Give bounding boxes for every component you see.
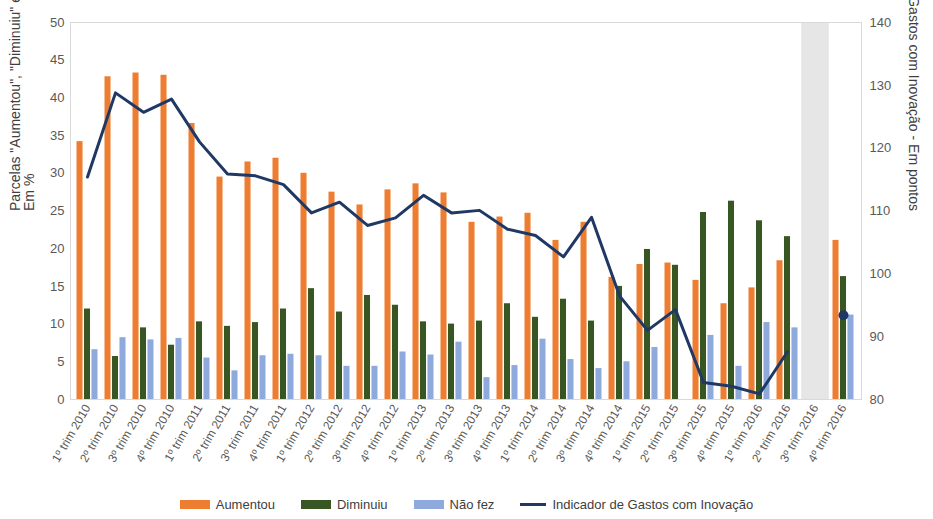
svg-text:3º trim 2013: 3º trim 2013 — [441, 401, 486, 465]
svg-text:2º trim 2011: 2º trim 2011 — [189, 401, 234, 464]
svg-text:130: 130 — [870, 77, 892, 92]
html-text:Aumentou: Aumentou — [215, 496, 275, 512]
svg-text:Indicador de Gastos com Inovaç: Indicador de Gastos com Inovação - Em po… — [906, 0, 922, 211]
svg-text:1º trim 2014: 1º trim 2014 — [497, 401, 542, 465]
svg-text:4º trim 2014: 4º trim 2014 — [581, 401, 626, 465]
svg-text:Parcelas "Aumentou", "Diminuiu: Parcelas "Aumentou", "Diminuiu" e "Não f… — [7, 0, 37, 211]
svg-text:3º trim 2015: 3º trim 2015 — [665, 401, 710, 465]
svg-text:20: 20 — [50, 241, 64, 256]
svg-text:2º trim 2014: 2º trim 2014 — [525, 401, 570, 465]
svg-text:1º trim 2011: 1º trim 2011 — [161, 401, 206, 464]
svg-text:140: 140 — [870, 15, 892, 30]
svg-text:4º trim 2011: 4º trim 2011 — [245, 401, 290, 464]
svg-text:15: 15 — [50, 279, 64, 294]
svg-text:4º trim 2013: 4º trim 2013 — [469, 401, 514, 465]
svg-text:2º trim 2010: 2º trim 2010 — [77, 401, 122, 465]
svg-text:3º trim 2010: 3º trim 2010 — [105, 401, 150, 465]
svg-text:2º trim 2015: 2º trim 2015 — [637, 401, 682, 465]
svg-text:3º trim 2014: 3º trim 2014 — [553, 401, 598, 465]
svg-text:3º trim 2016: 3º trim 2016 — [777, 401, 822, 465]
svg-text:2º trim 2016: 2º trim 2016 — [749, 401, 794, 465]
svg-text:4º trim 2016: 4º trim 2016 — [805, 402, 849, 465]
svg-text:1º trim 2016: 1º trim 2016 — [721, 401, 766, 465]
svg-text:5: 5 — [57, 354, 64, 369]
svg-text:120: 120 — [870, 140, 892, 155]
svg-text:25: 25 — [50, 203, 64, 218]
svg-text:3º trim 2011: 3º trim 2011 — [217, 401, 262, 464]
svg-text:1º trim 2015: 1º trim 2015 — [609, 401, 654, 465]
svg-text:80: 80 — [870, 392, 884, 407]
svg-text:50: 50 — [50, 15, 64, 30]
svg-text:1º trim 2010: 1º trim 2010 — [49, 401, 94, 465]
svg-text:30: 30 — [50, 165, 64, 180]
svg-text:100: 100 — [870, 266, 892, 281]
svg-text:1º trim 2013: 1º trim 2013 — [385, 401, 430, 465]
svg-text:10: 10 — [50, 316, 64, 331]
svg-text:0: 0 — [57, 392, 64, 407]
svg-text:110: 110 — [870, 203, 891, 218]
html-text:Indicador de Gastos com Inovaç: Indicador de Gastos com Inovação — [552, 496, 754, 512]
svg-text:2º trim 2012: 2º trim 2012 — [301, 401, 346, 465]
svg-text:4º trim 2015: 4º trim 2015 — [693, 401, 738, 465]
svg-text:35: 35 — [50, 128, 64, 143]
svg-text:3º trim 2012: 3º trim 2012 — [329, 401, 374, 465]
svg-text:90: 90 — [870, 329, 884, 344]
svg-text:4º trim 2010: 4º trim 2010 — [133, 401, 178, 465]
svg-text:4º trim 2012: 4º trim 2012 — [357, 401, 402, 465]
svg-text:2º trim 2013: 2º trim 2013 — [413, 401, 458, 465]
svg-text:45: 45 — [50, 52, 64, 67]
svg-text:40: 40 — [50, 90, 64, 105]
svg-text:1º trim 2012: 1º trim 2012 — [273, 401, 318, 465]
html-text:Diminuiu: Diminuiu — [337, 496, 388, 512]
html-text:Não fez: Não fez — [449, 496, 495, 512]
